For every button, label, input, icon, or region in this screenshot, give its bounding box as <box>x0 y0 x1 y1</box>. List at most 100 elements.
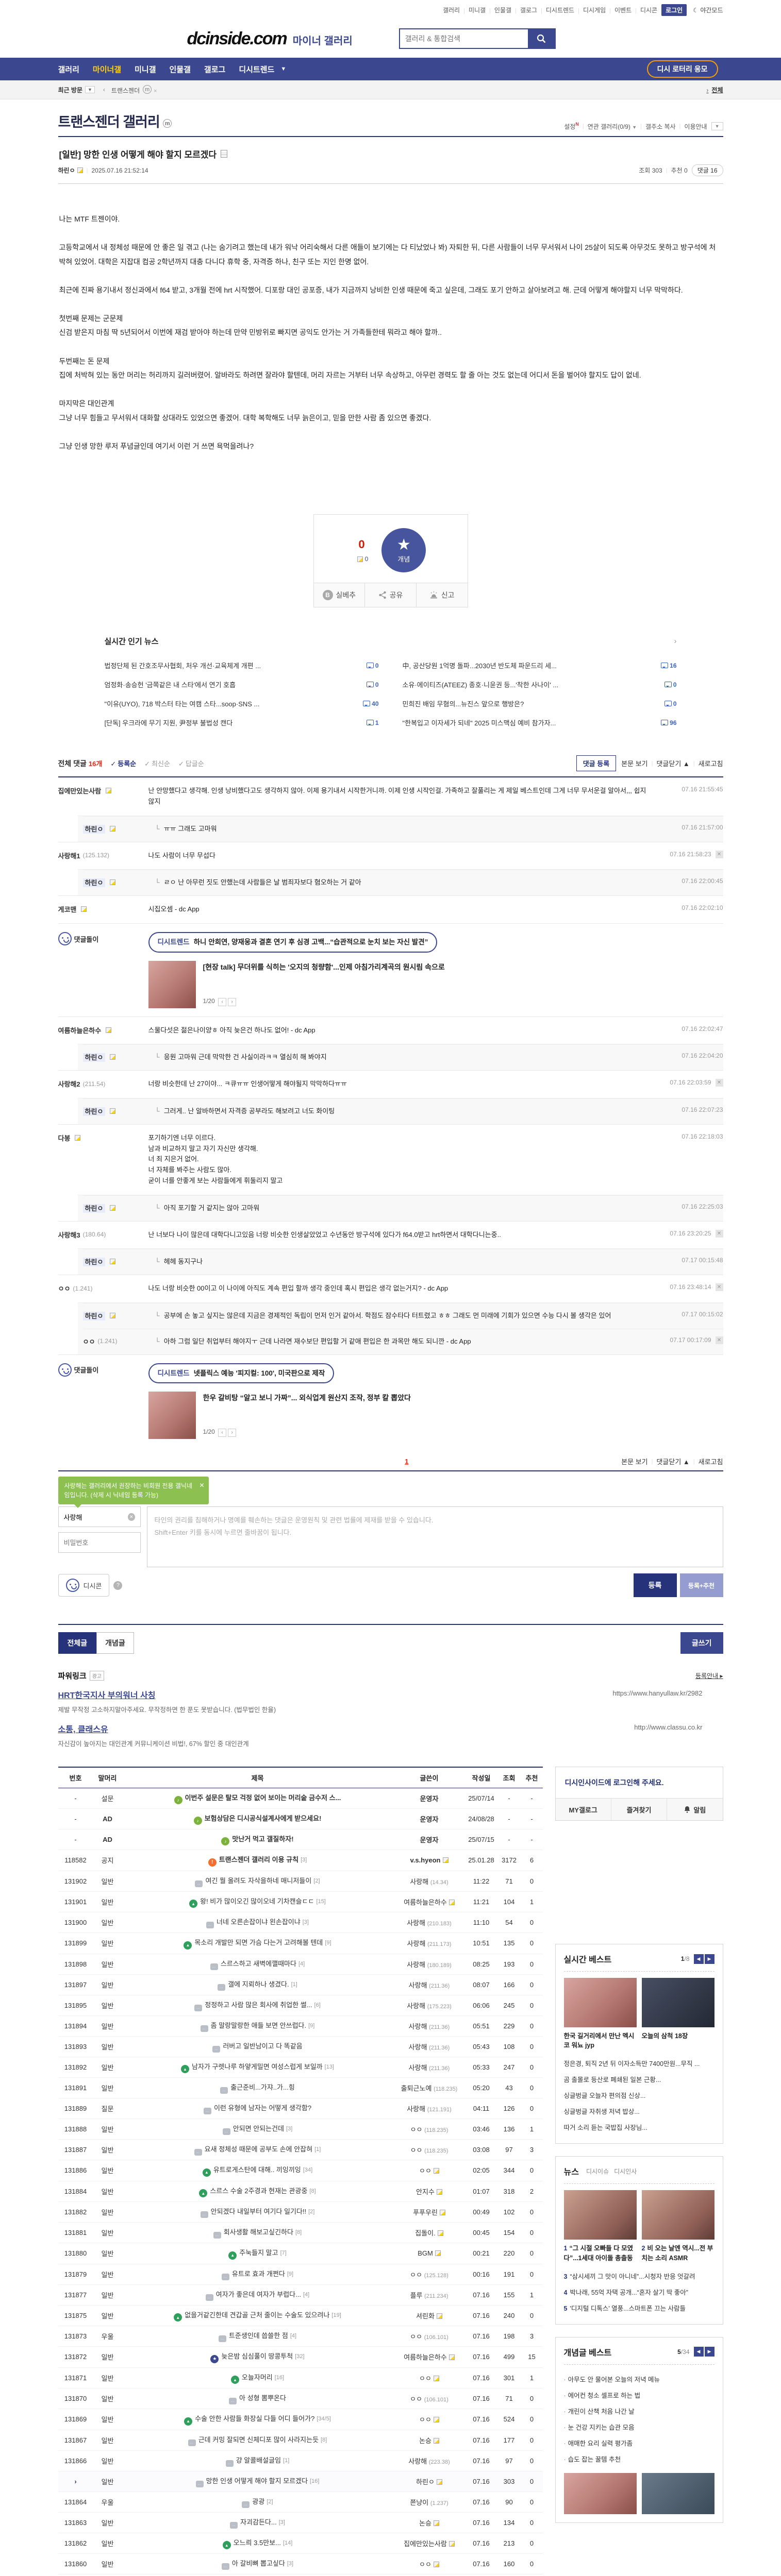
post-title-link[interactable]: 아 성형 뽐뿌온다 <box>239 2394 286 2402</box>
copy-gallery-url-link[interactable]: 갤주소 복사 <box>645 123 676 130</box>
topbar-link[interactable]: 갤러리 <box>442 6 460 14</box>
gallog-icon[interactable] <box>435 2250 441 2257</box>
post-head[interactable]: 일반 <box>93 1974 122 1995</box>
hot-news-more-button[interactable]: › <box>674 637 677 646</box>
author-name[interactable]: ㅇㅇ <box>410 2333 423 2341</box>
concept-thumbnail[interactable] <box>563 2472 637 2514</box>
post-title-link[interactable]: 정정하고 사람 많은 회사에 취업한 썰... <box>205 2001 312 2009</box>
best-list-item[interactable]: 곰 출몰로 등산로 폐쇄된 일본 근황... <box>563 2076 661 2084</box>
author-name[interactable]: 운영자 <box>420 1816 439 1824</box>
topbar-link[interactable]: 디시트렌드 <box>545 6 575 14</box>
post-title-link[interactable]: 목소리 개발만 되면 가슴 다는거 고려해볼 텐데 <box>194 1939 323 1947</box>
report-button[interactable]: 신고 <box>416 583 468 607</box>
next-button[interactable]: ▶ <box>704 2347 714 2357</box>
post-title-link[interactable]: 광광 <box>252 2497 265 2505</box>
post-title-link[interactable]: 갤에 지뢰하나 생겼다. <box>228 1980 289 1988</box>
post-head[interactable]: 일반 <box>93 2077 122 2099</box>
topbar-link[interactable]: 이벤트 <box>614 6 632 14</box>
post-head[interactable]: 일반 <box>93 2305 122 2327</box>
post-head[interactable]: 일반 <box>93 1954 122 1975</box>
trend-news-pill[interactable]: 디시트렌드 넷플릭스 예능 '피지컬: 100', 미국판으로 제작 <box>148 1363 335 1384</box>
gallog-icon[interactable] <box>110 1313 116 1318</box>
author-name[interactable]: 사랑해 <box>407 1940 426 1948</box>
hot-news-link[interactable]: "이유(UYO), 718 박스터 타는 여캠 스타...soop·SNS ..… <box>104 700 260 708</box>
password-field[interactable] <box>63 1538 135 1547</box>
post-head[interactable]: 일반 <box>93 2512 122 2533</box>
nav-item-미니갤[interactable]: 미니갤 <box>135 65 156 74</box>
login-strip-알림[interactable]: 알림 <box>667 1799 722 1821</box>
post-title-link[interactable]: 왕! 비가 많이오긴 많이오네 기차캔슬ㄷㄷ <box>200 1897 314 1905</box>
author-name[interactable]: ㅇㅇ <box>419 2416 431 2424</box>
best-list-item[interactable]: 따거 소리 듣는 국밥집 사장님... <box>563 2124 647 2132</box>
gallog-icon[interactable] <box>442 1857 448 1863</box>
news-thumbnail-item[interactable]: 1 “그 시절 오빠들 다 모였다”...1세대 아이돌 총출동 <box>563 2190 637 2262</box>
sort-답글순[interactable]: ✓ 답글순 <box>178 760 204 768</box>
comment-nickname[interactable]: 사랑해2 <box>58 1080 80 1089</box>
gallog-icon[interactable] <box>448 1899 455 1905</box>
search-input[interactable] <box>400 29 528 48</box>
news-card-title[interactable]: [현장 talk] 무더위를 식히는 '오지의 청량함'...인제 아침가리계곡… <box>203 962 445 971</box>
post-title-link[interactable]: 러버고 일반남이고 다 똑같음 <box>223 2042 303 2050</box>
comment-nickname[interactable]: 하린ㅇ <box>82 1257 106 1267</box>
author-name[interactable]: 여름하늘은하수 <box>404 2353 447 2362</box>
post-head[interactable]: 질문 <box>93 2098 122 2120</box>
comment-nickname[interactable]: ㅇㅇ <box>82 1337 95 1346</box>
gallery-settings-link[interactable]: 설정N <box>564 122 579 130</box>
gallog-icon[interactable] <box>436 2189 442 2195</box>
chevron-down-icon[interactable]: ▼ <box>280 66 287 72</box>
post-title-link[interactable]: 오늘자머리 <box>241 2373 273 2381</box>
author-name[interactable]: ㅇㅇ <box>410 2395 423 2403</box>
comment-nickname[interactable]: 하린ㅇ <box>82 1311 106 1320</box>
news-list-item[interactable]: 4 박나래, 55억 자택 공개...“혼자 살기 딱 좋아” <box>563 2289 688 2296</box>
news-thumbnail[interactable] <box>148 1392 196 1439</box>
comment-nickname[interactable]: 하린ㅇ <box>82 877 106 888</box>
author-name[interactable]: v.s.hyeon <box>410 1856 441 1865</box>
next-button[interactable]: › <box>228 1429 237 1437</box>
best-thumbnail-item[interactable]: 한국 길거리에서 만난 멕시코 워뇨 jyp <box>563 1978 637 2050</box>
comment-submit-button[interactable]: 등록 <box>633 1573 677 1598</box>
reply-count[interactable]: [19] <box>331 2312 341 2318</box>
comment-nickname[interactable]: 집에만있는사람 <box>58 787 102 795</box>
reply-count[interactable]: [3] <box>286 2126 293 2132</box>
post-head[interactable]: 일반 <box>93 2243 122 2264</box>
post-head[interactable]: 일반 <box>93 2264 122 2285</box>
nav-item-디시트렌드[interactable]: 디시트렌드 <box>239 65 275 74</box>
author-name[interactable]: 사랑해 <box>408 1981 427 1989</box>
post-head[interactable]: 일반 <box>93 2533 122 2554</box>
post-title-link[interactable]: 회사생활 해보고싶긴하다 <box>223 2228 293 2236</box>
comment-nickname[interactable]: 하린ㅇ <box>82 824 106 834</box>
post-head[interactable]: 일반 <box>93 1871 122 1892</box>
reply-count[interactable]: [2] <box>308 2209 315 2215</box>
concept-list-item[interactable]: · 아무도 안 물어본 오늘의 저녁 메뉴 <box>563 2376 660 2383</box>
comment-refresh-button[interactable]: 새로고침 <box>698 760 723 768</box>
comment-count-pill[interactable]: 댓글 16 <box>691 164 723 176</box>
post-title-link[interactable]: 보험상담은 디시공식설계사에게 받으세요! <box>204 1815 322 1823</box>
hot-news-link[interactable]: 소유·에이티즈(ATEEZ) 종호·니윤권 등...'착한 사나이' ... <box>402 681 559 689</box>
prev-button[interactable]: ◀ <box>693 2347 704 2357</box>
comment-nickname[interactable]: 하린ㅇ <box>82 1203 106 1213</box>
gallog-icon[interactable] <box>81 906 87 912</box>
post-head[interactable]: 일반 <box>93 2284 122 2306</box>
ad-title-link[interactable]: HRT한국지사 부의워너 사칭 <box>58 1691 156 1701</box>
post-title-link[interactable]: 여긴 뭘 올려도 자삭을하네 매니저들이 <box>205 1876 312 1885</box>
gallog-icon[interactable] <box>433 2520 439 2526</box>
post-head[interactable]: 일반 <box>93 2139 122 2161</box>
author-name[interactable]: 사랑해 <box>408 2457 427 2465</box>
comment-close-button[interactable]: 댓글닫기 ▲ <box>656 760 690 768</box>
view-post-button[interactable]: 본문 보기 <box>621 760 648 768</box>
site-logo[interactable]: dcinside.com <box>187 28 288 48</box>
post-head[interactable]: 일반 <box>93 1933 122 1954</box>
reply-count[interactable]: [9] <box>325 1940 331 1946</box>
post-title-link[interactable]: 이번주 설문은 탈모 걱정 없어 보이는 머리숱 금수저 스... <box>185 1794 341 1802</box>
close-icon[interactable]: × <box>154 88 157 94</box>
hot-news-link[interactable]: [단독] 우크라에 무기 지원, 尹정부 불법성 캔다 <box>104 719 233 727</box>
powerlink-register-link[interactable]: 등록안내 ▸ <box>695 1672 723 1680</box>
comment-refresh-button[interactable]: 새로고침 <box>698 1458 723 1466</box>
sort-최신순[interactable]: ✓ 최신순 <box>144 760 170 768</box>
chevron-left-icon[interactable]: ‹ <box>103 86 105 93</box>
post-title-link[interactable]: 늦은밤 심심풀이 땅콩투척 <box>221 2352 293 2361</box>
concept-list-item[interactable]: · 에어컨 청소 셀프로 하는 법 <box>563 2392 641 2399</box>
news-tab-디시인사[interactable]: 디시인사 <box>614 2167 637 2175</box>
author-name[interactable]: 출퇴근노예 <box>401 2084 432 2093</box>
author-name[interactable]: 사랑해 <box>407 1919 426 1927</box>
